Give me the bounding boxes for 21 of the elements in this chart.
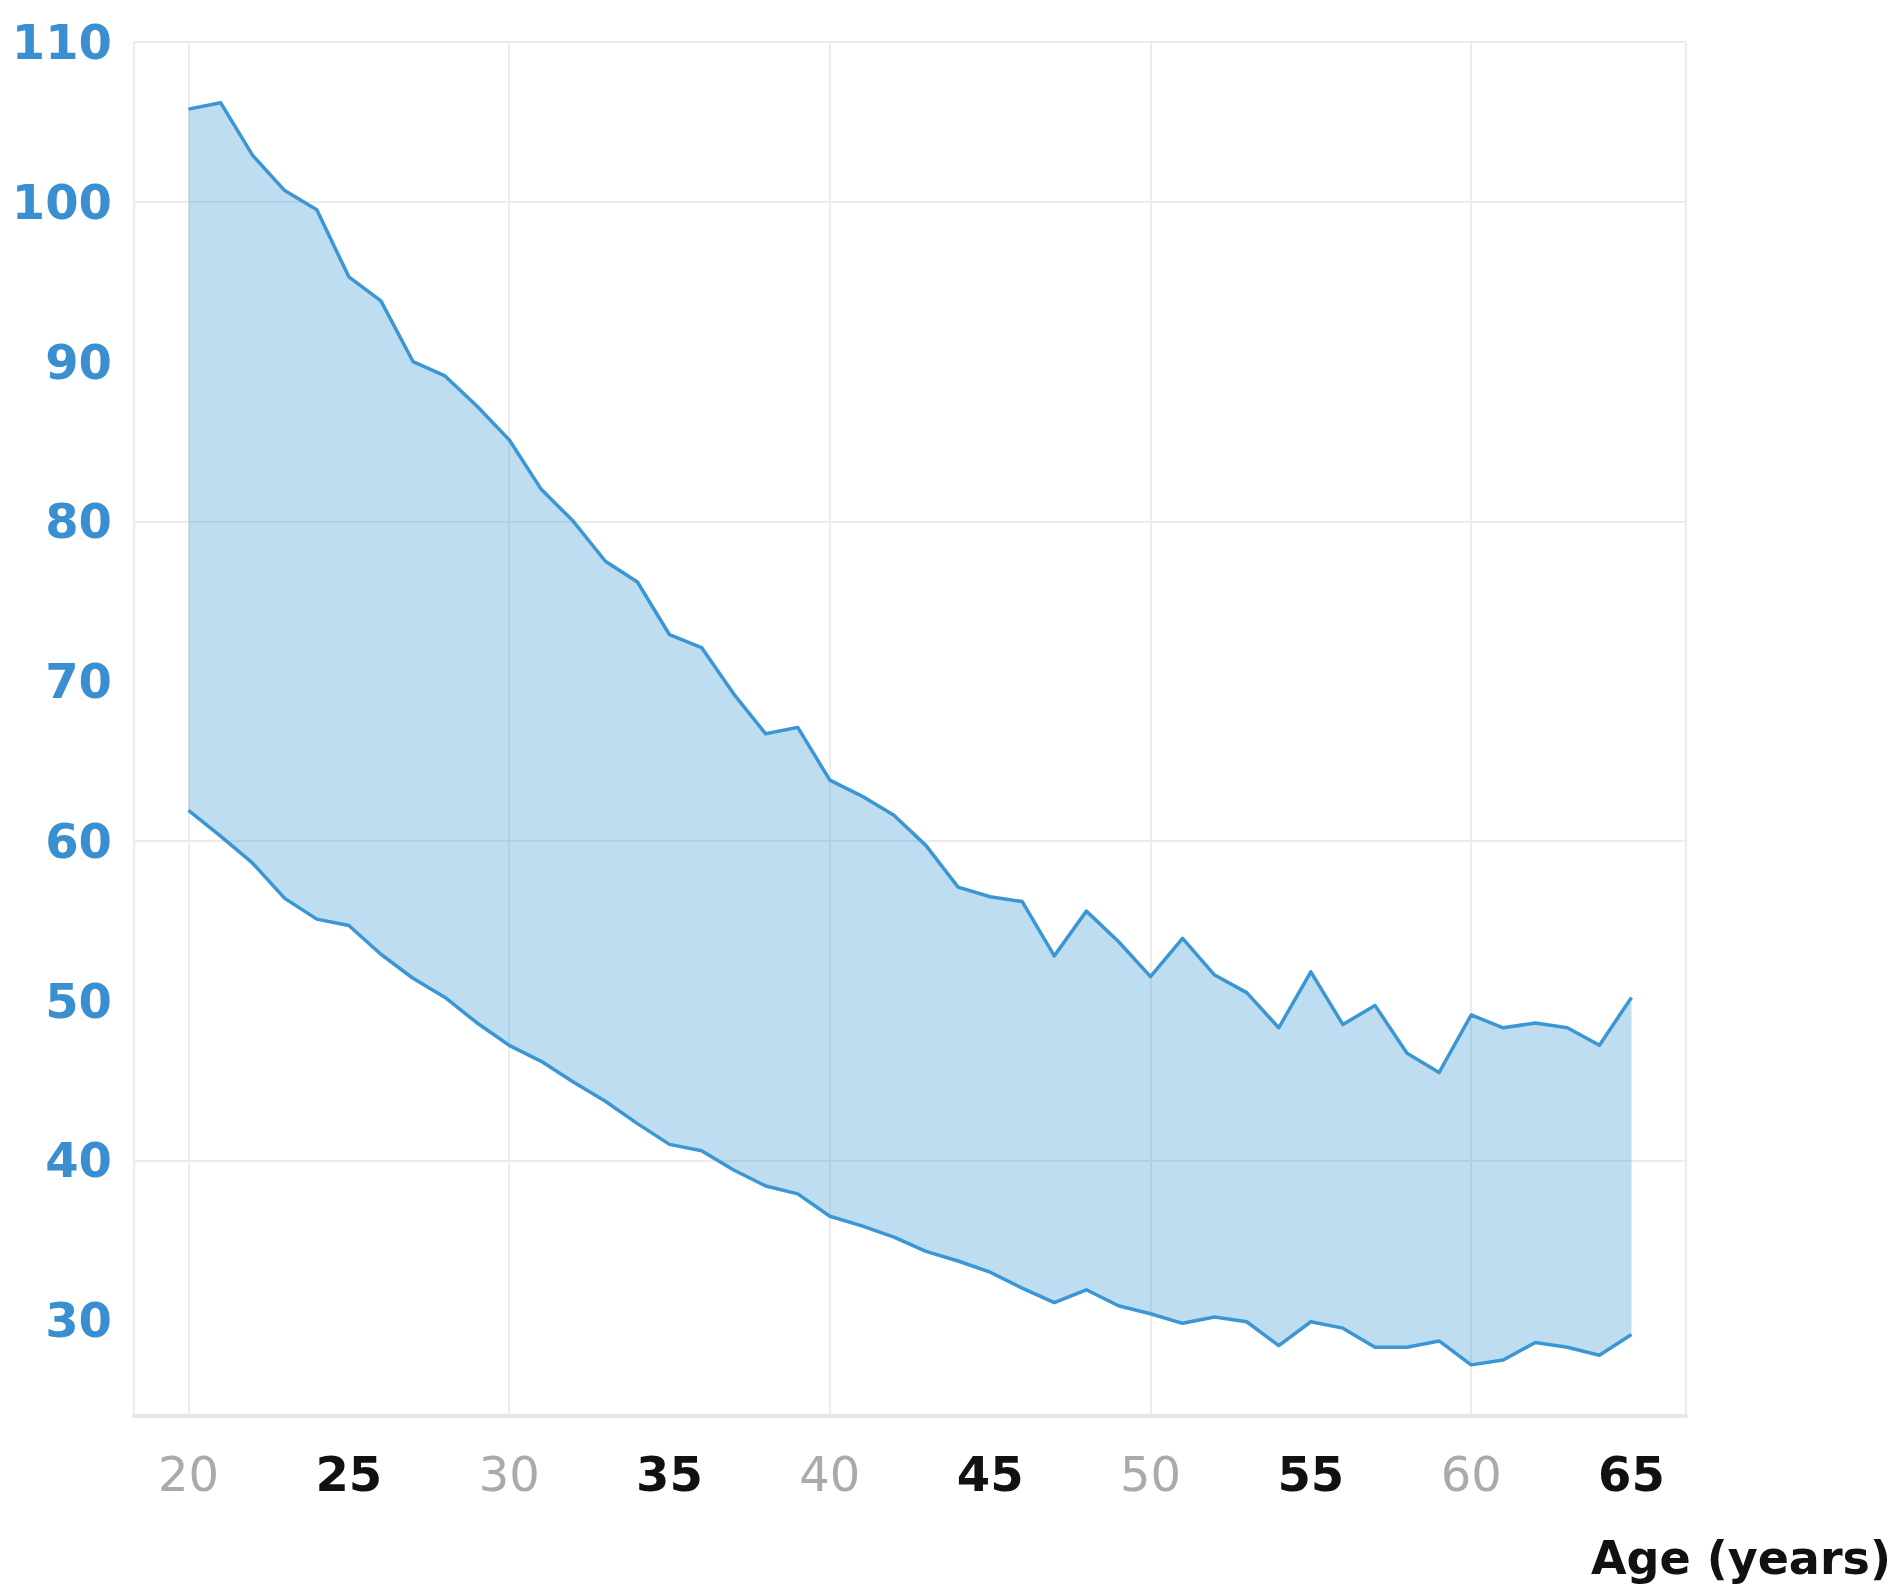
- x-tick-label: 60: [1440, 1446, 1502, 1502]
- x-tick-label: 20: [157, 1446, 220, 1502]
- x-tick-label: 40: [799, 1446, 861, 1502]
- x-tick-label: 30: [478, 1446, 540, 1502]
- x-tick-label: 25: [315, 1446, 383, 1502]
- x-tick-label: 55: [1277, 1446, 1345, 1502]
- line-series: [186, 808, 1634, 1367]
- y-tick-label: 50: [45, 972, 112, 1029]
- y-tick-label: 60: [45, 812, 112, 869]
- y-tick-label: 40: [45, 1132, 112, 1189]
- x-axis-title: Age (years): [1590, 1531, 1891, 1585]
- y-tick-label: 30: [45, 1292, 112, 1349]
- y-tick-label: 70: [45, 653, 112, 710]
- y-tick-label: 80: [45, 493, 112, 550]
- x-tick-label: 35: [636, 1446, 703, 1502]
- y-tick-label: 90: [45, 333, 112, 390]
- x-tick-label: 45: [956, 1446, 1024, 1502]
- x-tick-label: 50: [1119, 1446, 1182, 1502]
- y-tick-label: 100: [11, 173, 112, 230]
- x-tick-label: 65: [1598, 1446, 1665, 1502]
- y-tick-label: 110: [11, 14, 112, 70]
